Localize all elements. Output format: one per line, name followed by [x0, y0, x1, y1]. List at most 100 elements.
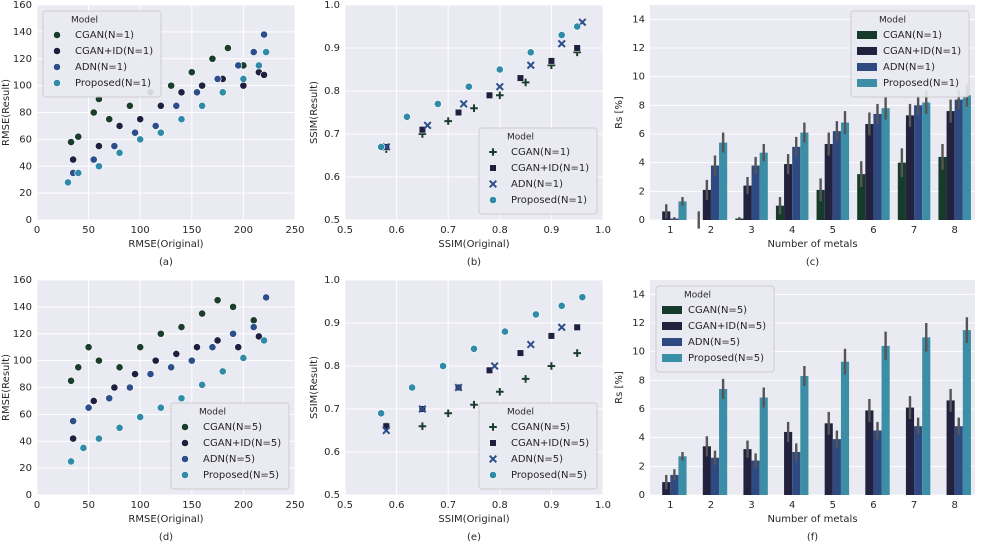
marker: [218, 88, 227, 97]
bar: [800, 132, 809, 220]
caption: (d): [159, 532, 173, 543]
marker: [67, 138, 75, 146]
legend-title: Model: [199, 408, 226, 418]
marker: [167, 81, 176, 90]
legend-swatch: [662, 338, 682, 346]
y-tick-label: 0: [639, 490, 645, 501]
legend-label: Proposed(N=5): [688, 353, 764, 364]
marker: [198, 380, 207, 389]
marker: [516, 74, 524, 82]
y-tick-label: 100: [13, 81, 32, 92]
marker: [208, 54, 217, 63]
marker: [53, 79, 61, 87]
bar: [743, 449, 752, 495]
y-tick-label: 6: [639, 129, 645, 140]
marker: [181, 423, 189, 431]
legend-label: CGAN+ID(N=5): [203, 438, 281, 449]
marker: [156, 329, 165, 338]
marker: [95, 434, 103, 443]
y-tick-label: 0: [26, 215, 32, 226]
bar: [905, 115, 915, 220]
bar: [962, 95, 971, 220]
marker: [262, 48, 271, 56]
marker: [131, 370, 139, 378]
y-tick-label: 2: [639, 186, 645, 197]
y-tick-label: 60: [19, 409, 32, 420]
marker: [213, 296, 222, 305]
x-tick-label: 0.5: [337, 225, 353, 236]
marker: [136, 343, 145, 352]
legend-swatch: [662, 322, 682, 330]
marker: [496, 388, 504, 396]
marker: [115, 363, 124, 372]
bar: [873, 113, 882, 220]
marker: [464, 82, 473, 91]
bar: [759, 397, 768, 495]
x-tick-label: 50: [82, 500, 95, 511]
marker: [125, 101, 134, 110]
marker: [557, 39, 566, 48]
y-tick-label: 0.5: [324, 490, 340, 501]
bar: [751, 165, 760, 220]
legend-label: CGAN(N=1): [883, 30, 942, 41]
marker: [489, 196, 497, 204]
marker: [224, 44, 232, 52]
x-tick-label: 0.8: [492, 225, 508, 236]
legend-box: [850, 10, 970, 98]
caption: (c): [806, 257, 819, 268]
legend-label: CGAN(N=1): [75, 30, 134, 41]
caption: (e): [467, 532, 481, 543]
bar: [881, 108, 890, 220]
marker: [488, 454, 498, 464]
y-tick-label: 40: [19, 161, 32, 172]
legend-label: CGAN+ID(N=1): [75, 46, 153, 57]
marker: [213, 75, 222, 83]
marker: [489, 164, 497, 172]
marker: [557, 323, 566, 332]
x-tick-label: 200: [234, 225, 253, 236]
x-tick-label: 100: [131, 225, 150, 236]
legend-label: CGAN+ID(N=1): [883, 46, 961, 57]
marker: [418, 422, 427, 430]
legend-label: Proposed(N=5): [203, 470, 279, 481]
x-axis-label: SSIM(Original): [438, 514, 509, 525]
legend: Model CGAN(N=5) CGAN+ID(N=5) ADN(N=5) Propos…: [478, 402, 598, 490]
legend-label: ADN(N=5): [688, 337, 740, 348]
marker: [495, 82, 504, 91]
legend-label: ADN(N=1): [883, 62, 935, 73]
bar: [840, 122, 850, 220]
bar: [702, 189, 711, 220]
marker: [115, 148, 124, 157]
marker: [110, 142, 119, 150]
legend-box: [478, 127, 598, 215]
marker: [79, 444, 88, 452]
x-tick-label: 6: [870, 225, 876, 236]
y-tick-label: 160: [13, 0, 32, 11]
bar: [905, 407, 915, 495]
y-tick-label: 0.7: [324, 404, 340, 415]
marker: [151, 356, 160, 365]
legend-title: Model: [879, 16, 906, 26]
x-tick-label: 0.7: [440, 500, 456, 511]
marker: [260, 336, 268, 345]
marker: [254, 332, 263, 341]
marker: [459, 99, 468, 108]
marker: [488, 179, 498, 189]
marker: [74, 363, 83, 372]
x-tick-label: 2: [708, 500, 714, 511]
bar: [784, 164, 793, 220]
x-tick-label: 200: [234, 500, 253, 511]
y-tick-label: 120: [13, 54, 32, 65]
y-tick-label: 8: [639, 100, 645, 111]
legend: Model CGAN(N=1) CGAN+ID(N=1) ADN(N=1) Propos…: [478, 127, 598, 215]
y-tick-label: 140: [13, 27, 32, 38]
marker: [377, 142, 386, 151]
bar: [824, 423, 833, 495]
bar: [800, 376, 809, 495]
marker: [136, 115, 145, 124]
caption: (b): [467, 257, 481, 268]
marker: [418, 126, 426, 134]
marker: [177, 323, 186, 331]
bar: [881, 345, 890, 495]
legend: Model CGAN(N=5) CGAN+ID(N=5) ADN(N=5) Propos…: [170, 402, 290, 490]
